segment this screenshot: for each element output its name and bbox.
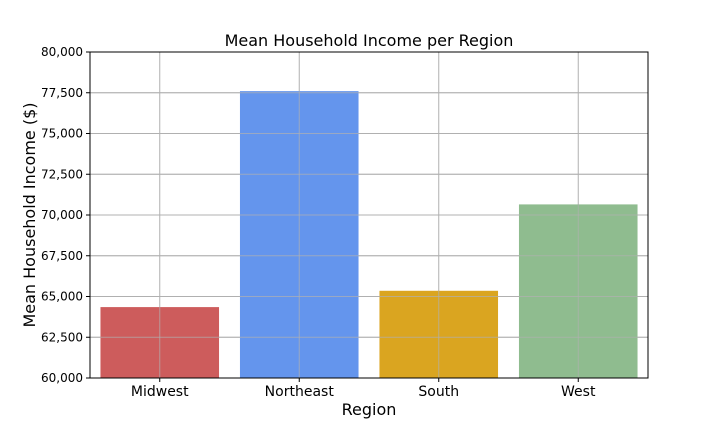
- x-tick-label: Midwest: [131, 384, 189, 400]
- y-tick-label: 75,000: [41, 127, 83, 141]
- y-ticks: 60,000 62,500 65,000 67,500 70,000 72,500 75,0…: [41, 45, 90, 385]
- y-tick-label: 62,500: [41, 330, 83, 344]
- y-tick-label: 80,000: [41, 45, 83, 59]
- y-tick-label: 65,000: [41, 290, 83, 304]
- y-tick-label: 67,500: [41, 249, 83, 263]
- y-tick-label: 77,500: [41, 86, 83, 100]
- y-tick-label: 72,500: [41, 167, 83, 181]
- x-ticks: Midwest Northeast South West: [131, 378, 596, 400]
- x-axis-label: Region: [342, 400, 397, 419]
- chart-title: Mean Household Income per Region: [225, 31, 514, 50]
- x-tick-label: Northeast: [265, 384, 335, 400]
- plot-frame: [89, 51, 649, 379]
- y-tick-label: 60,000: [41, 371, 83, 385]
- x-tick-label: South: [418, 384, 459, 400]
- y-tick-label: 70,000: [41, 208, 83, 222]
- x-tick-label: West: [561, 384, 596, 400]
- y-axis-label: Mean Household Income ($): [20, 102, 39, 327]
- bars: [90, 51, 648, 379]
